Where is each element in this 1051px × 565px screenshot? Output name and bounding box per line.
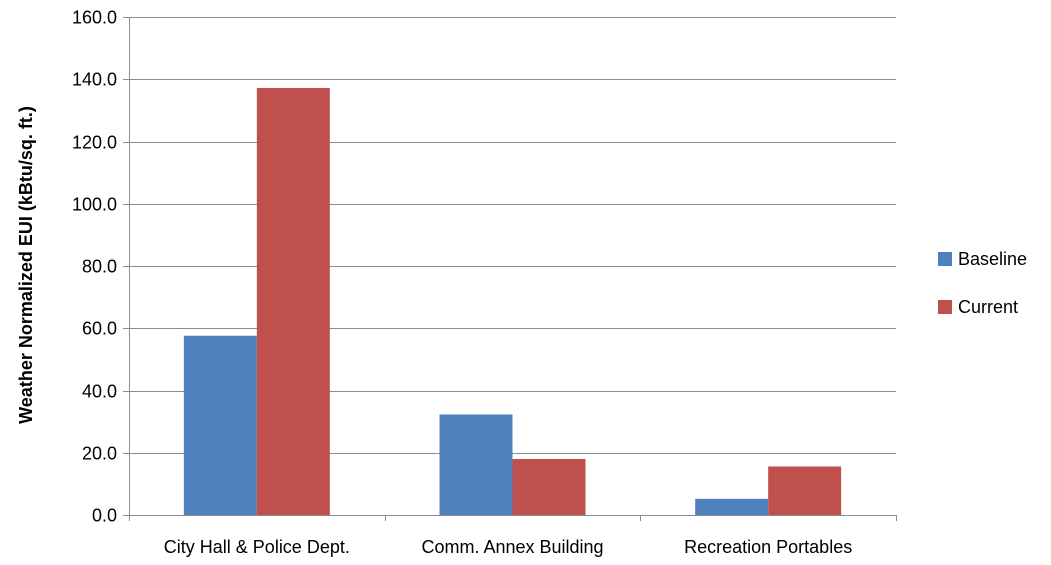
y-tick-label: 120.0 [72,133,117,153]
y-tick-label: 0.0 [92,506,117,526]
bar-current [512,458,586,515]
x-category-label: Recreation Portables [684,537,852,557]
y-tick-label: 60.0 [82,319,117,339]
bar-current [256,87,330,515]
bar-baseline [695,498,769,515]
bar-current [768,466,842,515]
y-tick-label: 80.0 [82,257,117,277]
y-tick-label: 160.0 [72,8,117,28]
y-tick-label: 20.0 [82,444,117,464]
y-tick-label: 40.0 [82,382,117,402]
bar-baseline [439,414,513,515]
legend: Baseline Current [938,249,1027,317]
y-axis: 0.0 20.0 40.0 60.0 80.0 100.0 120.0 140.0 160.0 [72,8,130,526]
y-tick-label: 140.0 [72,70,117,90]
x-axis: City Hall & Police Dept. Comm. Annex Buil… [129,515,897,557]
legend-label-baseline: Baseline [958,249,1027,269]
bar-baseline [183,335,257,515]
y-tick-label: 100.0 [72,195,117,215]
x-category-label: Comm. Annex Building [421,537,603,557]
legend-label-current: Current [958,297,1018,317]
bars [183,87,842,515]
legend-swatch-current [938,300,952,314]
x-category-label: City Hall & Police Dept. [164,537,350,557]
legend-swatch-baseline [938,252,952,266]
y-axis-title: Weather Normalized EUI (kBtu/sq. ft.) [16,106,36,424]
